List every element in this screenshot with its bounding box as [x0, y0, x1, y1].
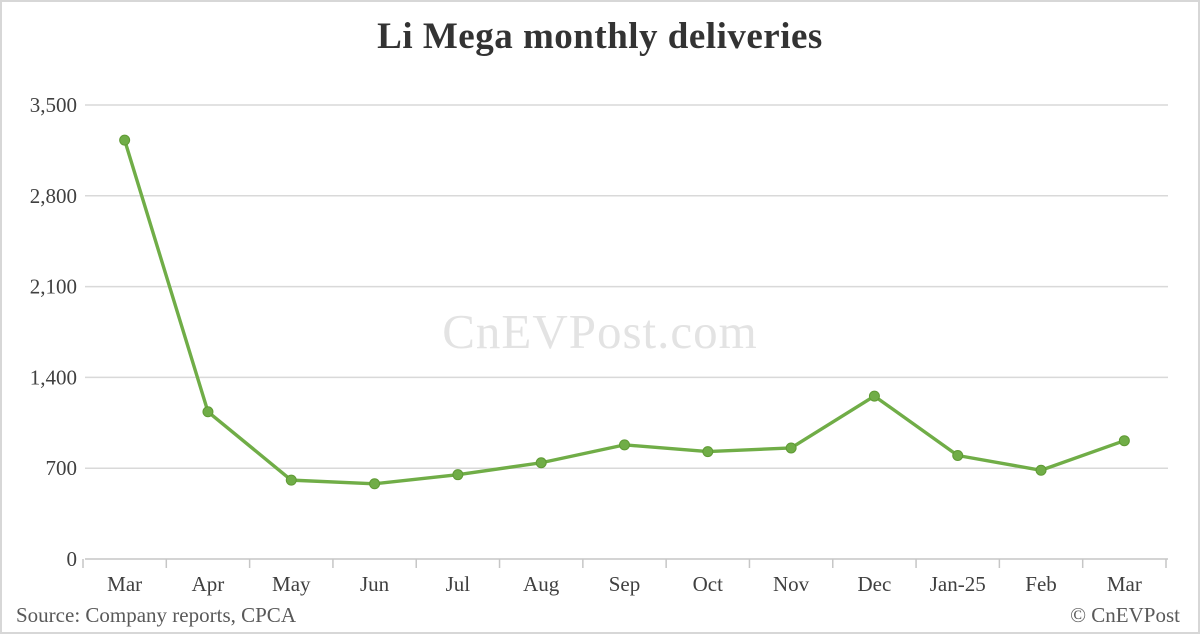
source-note: Source: Company reports, CPCA — [16, 603, 296, 627]
data-point-mar — [1118, 435, 1130, 447]
x-axis-tick-label: May — [272, 572, 311, 596]
data-point-dec — [868, 390, 880, 402]
x-axis-tick-label: Aug — [523, 572, 560, 596]
x-axis-tick-label: Mar — [107, 572, 142, 596]
data-point-jan-25 — [952, 449, 964, 461]
data-point-mar — [119, 134, 131, 146]
data-point-may — [285, 474, 297, 486]
y-axis-tick-label: 700 — [46, 456, 78, 480]
y-axis-tick-label: 2,800 — [30, 184, 77, 208]
chart-title: Li Mega monthly deliveries — [377, 16, 823, 57]
data-point-jun — [369, 478, 381, 490]
watermark: CnEVPost.com — [442, 304, 758, 359]
x-axis-tick-label: Jun — [360, 572, 390, 596]
data-point-feb — [1035, 464, 1047, 476]
x-axis-tick-label: Jan-25 — [930, 572, 986, 596]
x-axis-tick-label: Apr — [192, 572, 225, 596]
x-axis-tick-label: Sep — [609, 572, 641, 596]
x-axis-tick-label: Feb — [1025, 572, 1057, 596]
x-axis-tick-label: Jul — [446, 572, 471, 596]
x-axis-tick-label: Mar — [1107, 572, 1142, 596]
x-axis-tick-label: Dec — [858, 572, 892, 596]
data-point-apr — [202, 406, 214, 418]
data-point-nov — [785, 442, 797, 454]
y-axis-tick-label: 3,500 — [30, 93, 77, 117]
data-point-aug — [535, 457, 547, 469]
x-axis-tick-label: Oct — [693, 572, 723, 596]
y-axis-tick-label: 1,400 — [30, 365, 77, 389]
data-point-jul — [452, 469, 464, 481]
x-axis-tick-label: Nov — [773, 572, 810, 596]
data-point-oct — [702, 446, 714, 458]
delivery-trend-line — [122, 138, 1127, 486]
data-point-sep — [619, 439, 630, 451]
copyright-credit: © CnEVPost — [1070, 603, 1180, 627]
y-axis-tick-label: 2,100 — [30, 275, 77, 299]
y-axis-tick-label: 0 — [67, 547, 78, 571]
